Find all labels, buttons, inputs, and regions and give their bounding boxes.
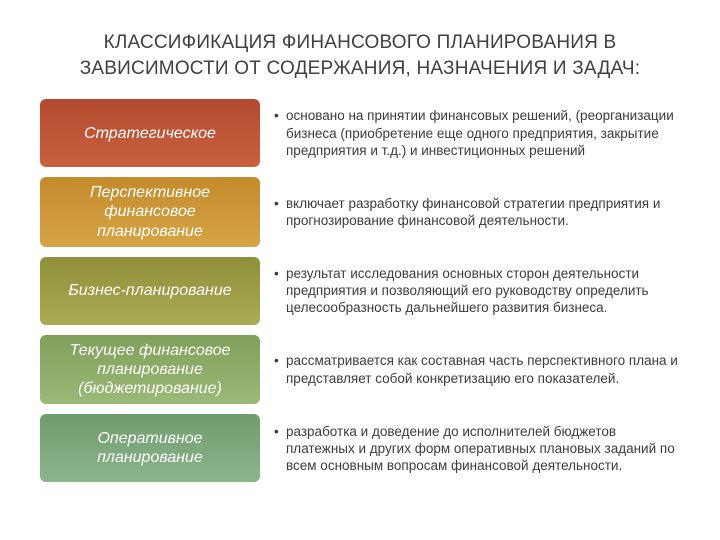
- row-desc: результат исследования основных сторон д…: [260, 257, 680, 325]
- row-label-current: Текущее финансовое планирование (бюджети…: [40, 335, 260, 405]
- diagram-row: Текущее финансовое планирование (бюджети…: [40, 335, 680, 405]
- row-label-perspective: Перспективное финансовое планирование: [40, 177, 260, 247]
- row-desc: включает разработку финансовой стратегии…: [260, 177, 680, 247]
- row-desc: разработка и доведение до исполнителей б…: [260, 414, 680, 482]
- row-desc: рассматривается как составная часть перс…: [260, 335, 680, 405]
- row-label-strategic: Стратегическое: [40, 99, 260, 167]
- row-label-operational: Оперативное планирование: [40, 414, 260, 482]
- diagram: Стратегическое основано на принятии фина…: [40, 99, 680, 482]
- slide-title: КЛАССИФИКАЦИЯ ФИНАНСОВОГО ПЛАНИРОВАНИЯ В…: [40, 30, 680, 81]
- diagram-row: Перспективное финансовое планирование вк…: [40, 177, 680, 247]
- row-desc-text: разработка и доведение до исполнителей б…: [286, 423, 680, 475]
- diagram-row: Оперативное планирование разработка и до…: [40, 414, 680, 482]
- diagram-row: Стратегическое основано на принятии фина…: [40, 99, 680, 167]
- row-desc: основано на принятии финансовых решений,…: [260, 99, 680, 167]
- row-label-business: Бизнес-планирование: [40, 257, 260, 325]
- slide: КЛАССИФИКАЦИЯ ФИНАНСОВОГО ПЛАНИРОВАНИЯ В…: [0, 0, 720, 540]
- row-desc-text: результат исследования основных сторон д…: [286, 265, 680, 317]
- diagram-row: Бизнес-планирование результат исследован…: [40, 257, 680, 325]
- row-desc-text: рассматривается как составная часть перс…: [286, 352, 680, 387]
- row-desc-text: включает разработку финансовой стратегии…: [286, 195, 680, 230]
- row-desc-text: основано на принятии финансовых решений,…: [286, 107, 680, 159]
